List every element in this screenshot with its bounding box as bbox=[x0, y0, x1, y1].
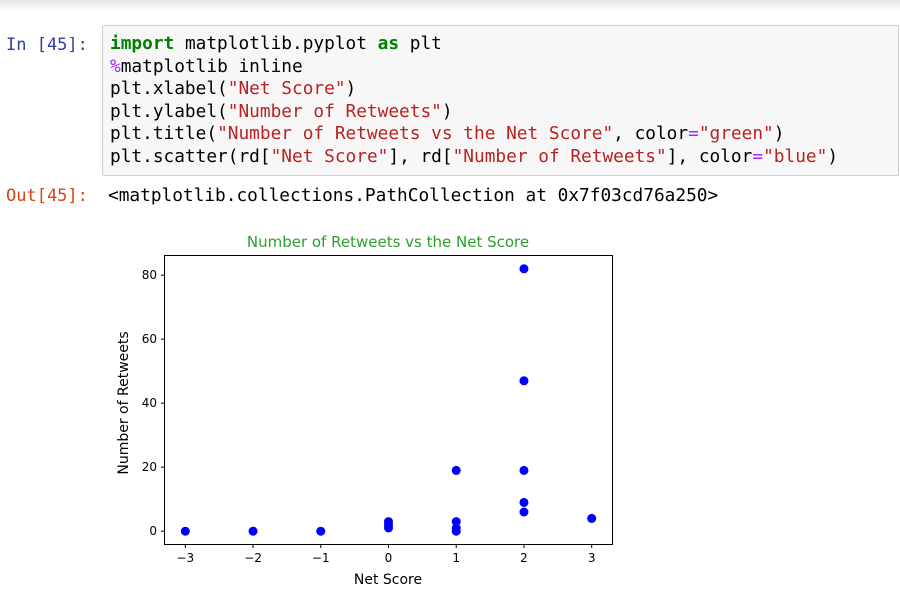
x-tick-label: −1 bbox=[312, 551, 330, 565]
code-token: = bbox=[752, 145, 764, 167]
y-tick-label: 0 bbox=[149, 524, 157, 538]
code-token: import bbox=[110, 33, 175, 54]
x-tick-label: 2 bbox=[520, 551, 528, 565]
code-token: % bbox=[110, 55, 121, 77]
code-token: ) bbox=[827, 145, 839, 167]
code-token: ) bbox=[441, 100, 453, 122]
code-token: ], rd[ bbox=[388, 145, 453, 167]
x-tick-label: 3 bbox=[588, 551, 596, 565]
scatter-point bbox=[451, 517, 461, 527]
scatter-point bbox=[451, 523, 461, 533]
code-token: "Number of Retweets" bbox=[452, 145, 667, 167]
x-axis-label: Net Score bbox=[354, 572, 422, 588]
x-tick-label: −3 bbox=[176, 551, 194, 565]
x-tick-label: 0 bbox=[385, 551, 393, 565]
code-cell-input[interactable]: import matplotlib.pyplot as plt %matplot… bbox=[102, 25, 899, 176]
scatter-point bbox=[519, 465, 529, 475]
notebook-top-edge bbox=[0, 0, 900, 12]
scatter-plot: Number of Retweets vs the Net Score Net … bbox=[116, 233, 613, 588]
code-token: , color bbox=[613, 123, 689, 144]
chart-title: Number of Retweets vs the Net Score bbox=[247, 233, 529, 251]
input-prompt: In [45]: bbox=[6, 35, 88, 55]
y-tick-label: 20 bbox=[142, 460, 157, 474]
code-token: "blue" bbox=[763, 145, 828, 167]
code-token: "Number of Retweets" bbox=[227, 100, 442, 122]
scatter-point bbox=[587, 513, 597, 523]
code-token: "Net Score" bbox=[227, 78, 346, 99]
scatter-point bbox=[180, 526, 190, 536]
code-token: matplotlib inline bbox=[120, 55, 303, 77]
code-token: "Net Score" bbox=[270, 145, 389, 167]
code-token: ], color bbox=[666, 145, 753, 167]
output-text: <matplotlib.collections.PathCollection a… bbox=[108, 185, 719, 206]
scatter-point bbox=[519, 264, 529, 274]
code-token: = bbox=[688, 123, 699, 144]
code-token: plt.ylabel( bbox=[110, 100, 228, 122]
scatter-point bbox=[316, 526, 326, 536]
code-token: plt bbox=[399, 33, 442, 54]
plot-area-frame bbox=[164, 255, 613, 545]
y-axis-label: Number of Retweets bbox=[116, 331, 132, 474]
scatter-point bbox=[519, 497, 529, 507]
y-tick-label: 80 bbox=[142, 268, 157, 282]
code-token: matplotlib.pyplot bbox=[174, 33, 378, 54]
scatter-point bbox=[519, 507, 529, 517]
code-token: plt.scatter(rd[ bbox=[110, 145, 271, 167]
x-tick-label: −2 bbox=[244, 551, 262, 565]
scatter-point bbox=[384, 517, 393, 527]
code-editor[interactable]: import matplotlib.pyplot as plt %matplot… bbox=[110, 33, 838, 168]
code-token: ) bbox=[345, 78, 357, 99]
code-token: "Number of Retweets vs the Net Score" bbox=[217, 123, 614, 144]
x-tick-label: 1 bbox=[452, 551, 460, 565]
y-tick-label: 60 bbox=[142, 332, 157, 346]
code-token: ) bbox=[773, 123, 785, 144]
scatter-point bbox=[519, 376, 529, 386]
code-token: plt.title( bbox=[110, 123, 218, 144]
code-token: plt.xlabel( bbox=[110, 78, 228, 99]
code-token: as bbox=[377, 33, 400, 54]
scatter-point bbox=[451, 465, 461, 475]
code-token: "green" bbox=[698, 123, 774, 144]
y-tick-label: 40 bbox=[142, 396, 157, 410]
scatter-point bbox=[248, 526, 258, 536]
output-prompt: Out[45]: bbox=[6, 186, 88, 206]
